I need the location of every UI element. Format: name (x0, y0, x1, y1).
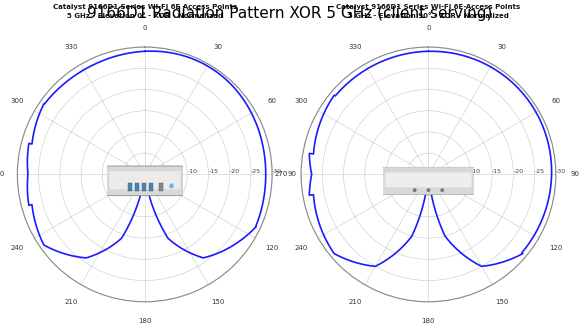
FancyBboxPatch shape (135, 183, 139, 191)
Text: 9166D1 Radiation Pattern XOR 5 GHz (client serving): 9166D1 Radiation Pattern XOR 5 GHz (clie… (87, 6, 492, 21)
Circle shape (427, 189, 430, 191)
Circle shape (413, 189, 416, 191)
FancyBboxPatch shape (386, 172, 471, 187)
Circle shape (170, 184, 173, 188)
Title: Catalyst 9166D1 Series Wi-Fi 6E Access Points
5 GHz - Elevation 90° - XOR - Norm: Catalyst 9166D1 Series Wi-Fi 6E Access P… (336, 4, 521, 19)
FancyBboxPatch shape (128, 183, 132, 191)
FancyBboxPatch shape (109, 171, 180, 190)
FancyBboxPatch shape (106, 166, 184, 195)
FancyBboxPatch shape (159, 183, 163, 191)
FancyBboxPatch shape (142, 183, 146, 191)
Circle shape (441, 189, 444, 191)
FancyBboxPatch shape (381, 167, 476, 195)
Title: Catalyst 9166D1 Series Wi-Fi 6E Access Points
5 GHz - Elevation 0° - XOR - Norma: Catalyst 9166D1 Series Wi-Fi 6E Access P… (53, 4, 237, 19)
FancyBboxPatch shape (149, 183, 153, 191)
